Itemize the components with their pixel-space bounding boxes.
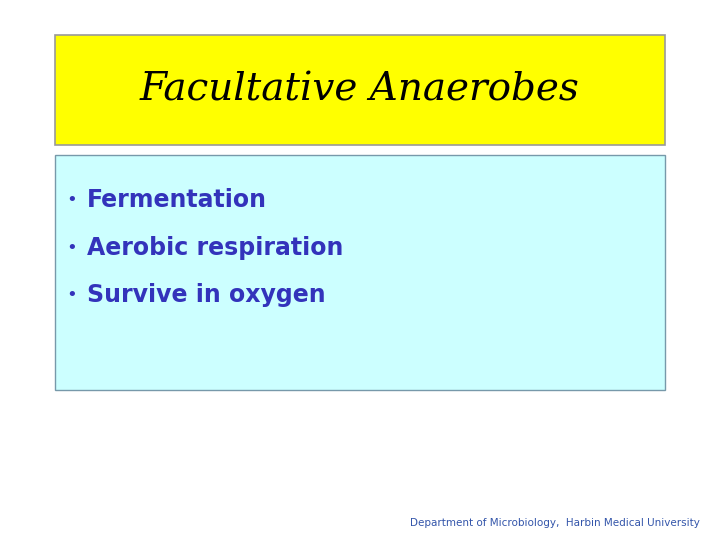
FancyBboxPatch shape [55,155,665,390]
Text: Department of Microbiology,  Harbin Medical University: Department of Microbiology, Harbin Medic… [410,518,700,528]
FancyBboxPatch shape [55,35,665,145]
Text: Survive in oxygen: Survive in oxygen [87,283,325,307]
Text: Fermentation: Fermentation [87,188,267,212]
Text: Aerobic respiration: Aerobic respiration [87,236,343,260]
Text: Facultative Anaerobes: Facultative Anaerobes [140,71,580,109]
Text: •: • [67,286,77,304]
Text: •: • [67,239,77,257]
Text: •: • [67,191,77,209]
